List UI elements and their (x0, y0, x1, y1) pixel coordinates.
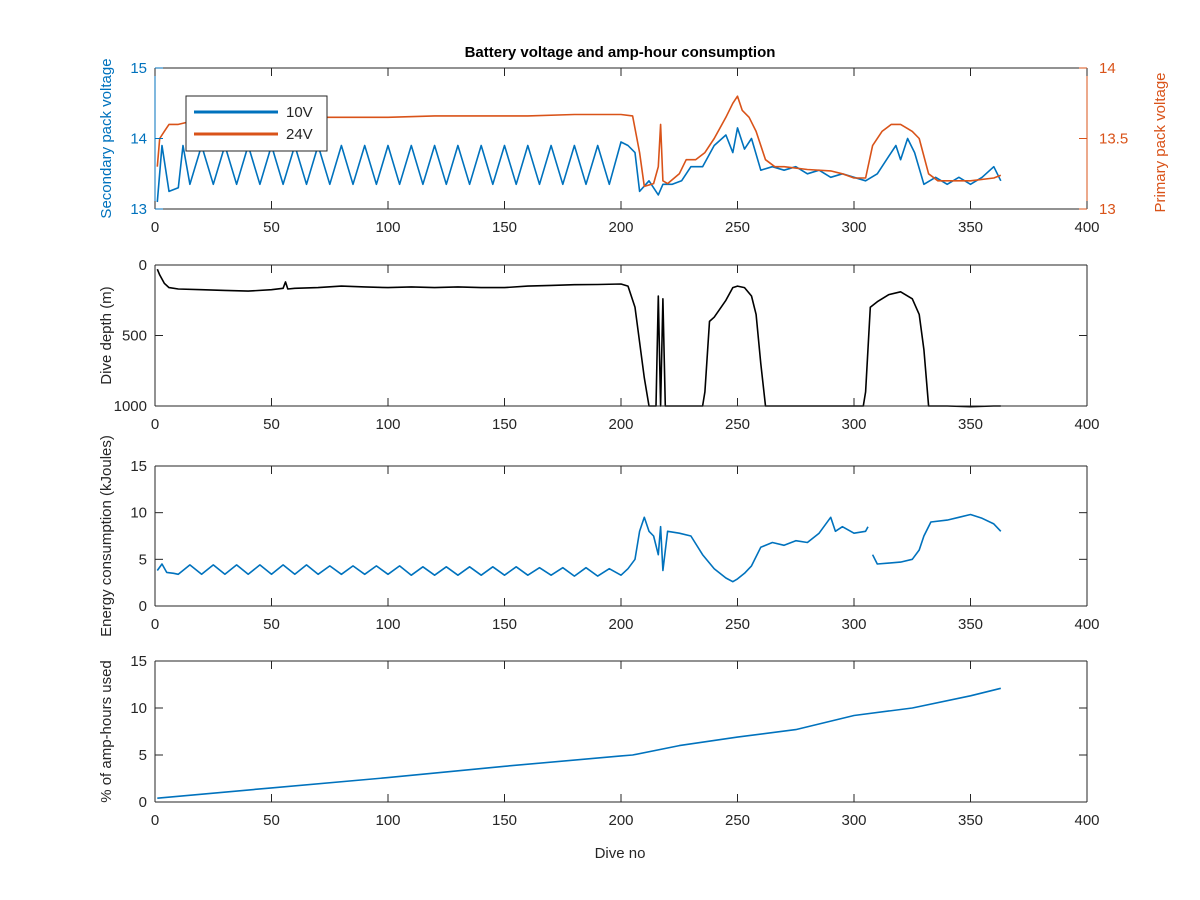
y-tick-label: 5 (139, 747, 147, 764)
x-tick-label: 300 (841, 616, 866, 633)
x-tick-label: 150 (492, 416, 517, 433)
series-line-4-1 (157, 687, 1001, 799)
y-tick-label: 10 (130, 505, 147, 522)
legend-entry: 24V (286, 126, 313, 143)
x-tick-label: 50 (263, 812, 280, 829)
x-tick-label: 0 (151, 812, 159, 829)
y-tick-label: 15 (130, 653, 147, 670)
y-tick-label: 14 (130, 131, 147, 148)
x-tick-label: 300 (841, 812, 866, 829)
series-line-1-1 (156, 127, 1002, 203)
x-tick-label: 300 (841, 219, 866, 236)
x-tick-label: 0 (151, 616, 159, 633)
y-axis-label: Energy consumption (kJoules) (98, 435, 115, 637)
figure-title: Battery voltage and amp-hour consumption (465, 44, 776, 61)
y-tick-label: 0 (139, 794, 147, 811)
y-axis-label-right: Primary pack voltage (1152, 72, 1169, 212)
y-tick-label: 10 (130, 700, 147, 717)
x-tick-label: 200 (608, 219, 633, 236)
x-tick-label: 100 (375, 219, 400, 236)
x-tick-label: 150 (492, 812, 517, 829)
x-tick-label: 250 (725, 416, 750, 433)
y-tick-label: 5 (139, 551, 147, 568)
x-tick-label: 350 (958, 812, 983, 829)
x-tick-label: 400 (1074, 416, 1099, 433)
x-tick-label: 250 (725, 616, 750, 633)
y-right-tick-label: 13 (1099, 201, 1116, 218)
x-axis-label: Dive no (595, 845, 646, 862)
subplot-3: 0 50 100 150 200 250 300 350 400 0 5 10 15 Energy con… (98, 435, 1100, 637)
y-tick-label: 500 (122, 328, 147, 345)
x-tick-label: 100 (375, 416, 400, 433)
x-tick-label: 0 (151, 219, 159, 236)
x-tick-label: 300 (841, 416, 866, 433)
x-tick-label: 100 (375, 616, 400, 633)
x-tick-label: 400 (1074, 219, 1099, 236)
x-tick-label: 200 (608, 616, 633, 633)
x-tick-label: 250 (725, 812, 750, 829)
x-tick-label: 350 (958, 219, 983, 236)
series-line-3-1 (156, 516, 869, 583)
y-tick-label: 0 (139, 598, 147, 615)
x-tick-label: 100 (375, 812, 400, 829)
y-tick-label: 0 (139, 257, 147, 274)
y-right-tick-label: 13.5 (1099, 131, 1128, 148)
y-right-tick-label: 14 (1099, 60, 1116, 77)
y-axis-label: Secondary pack voltage (98, 58, 115, 218)
y-axis-label: % of amp-hours used (98, 660, 115, 803)
subplots: 0 50 100 150 200 250 300 350 4001314151313.514Se… (98, 58, 1169, 829)
y-tick-label: 1000 (114, 398, 147, 415)
x-tick-label: 400 (1074, 616, 1099, 633)
subplot-2: 0 50 100 150 200 250 300 350 400 0 500 1000 Dive dep… (98, 257, 1100, 433)
y-axis-label: Dive depth (m) (98, 286, 115, 384)
subplot-1: 0 50 100 150 200 250 300 350 4001314151313.514Se… (98, 58, 1169, 236)
y-tick-label: 15 (130, 458, 147, 475)
x-tick-label: 0 (151, 416, 159, 433)
x-tick-label: 50 (263, 219, 280, 236)
x-tick-label: 200 (608, 812, 633, 829)
x-tick-label: 350 (958, 416, 983, 433)
x-tick-label: 200 (608, 416, 633, 433)
series-line-2-1 (156, 268, 1001, 408)
x-tick-label: 50 (263, 416, 280, 433)
x-tick-label: 250 (725, 219, 750, 236)
x-tick-label: 50 (263, 616, 280, 633)
y-tick-label: 13 (130, 201, 147, 218)
x-tick-label: 400 (1074, 812, 1099, 829)
subplot-4: 0 50 100 150 200 250 300 350 400 0 5 10 15 % of amp-h… (98, 653, 1100, 829)
series-line-3-2 (871, 513, 1002, 565)
legend-entry: 10V (286, 104, 313, 121)
x-tick-label: 150 (492, 219, 517, 236)
x-tick-label: 350 (958, 616, 983, 633)
x-tick-label: 150 (492, 616, 517, 633)
y-tick-label: 15 (130, 60, 147, 77)
legend-box (185, 95, 328, 152)
